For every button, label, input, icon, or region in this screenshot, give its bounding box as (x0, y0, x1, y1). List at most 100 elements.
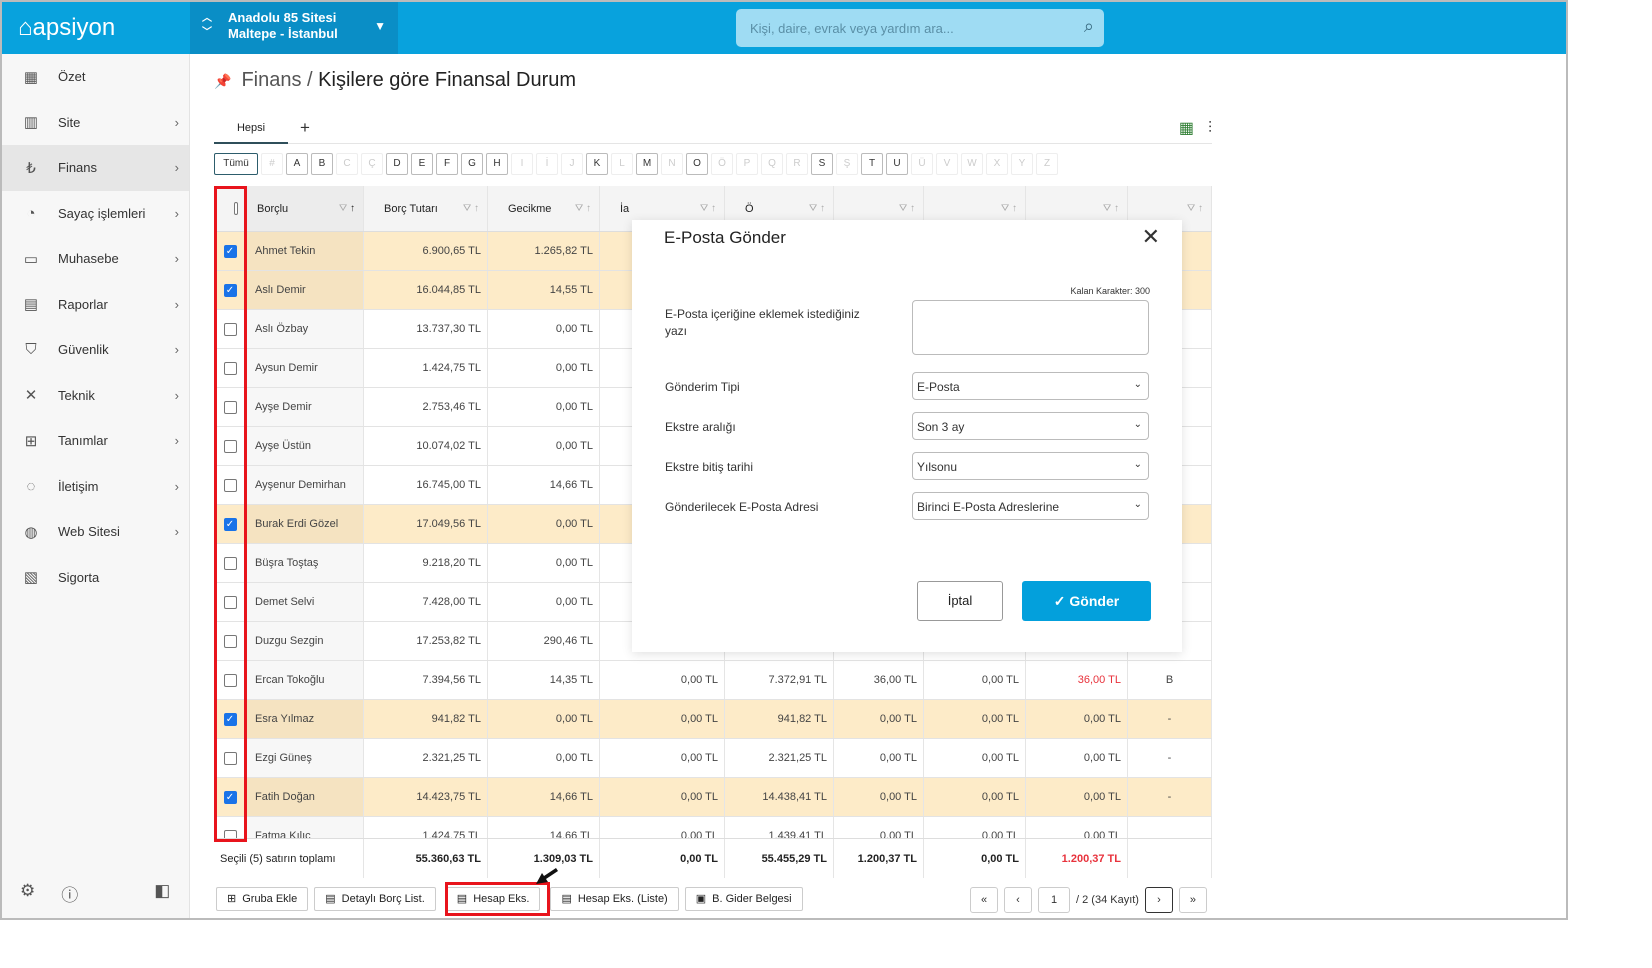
letter-filter-button[interactable]: U (886, 153, 908, 175)
column-header[interactable]: Borçlu ⛛ ↑ (247, 186, 364, 231)
prev-page-button[interactable]: ‹ (1004, 887, 1032, 913)
sidebar-item-6[interactable]: ⛉ Güvenlik › (2, 327, 189, 373)
table-row[interactable]: Ezgi Güneş 2.321,25 TL 0,00 TL 0,00 TL 2.3… (214, 739, 1212, 778)
sidebar-item-8[interactable]: ⊞ Tanımlar › (2, 418, 189, 464)
tab-hepsi[interactable]: Hepsi (214, 114, 288, 144)
letter-filter-button[interactable]: T (861, 153, 883, 175)
row-checkbox[interactable] (223, 400, 237, 414)
letter-filter-button[interactable]: G (461, 153, 483, 175)
letter-filter-button[interactable]: D (386, 153, 408, 175)
row-checkbox[interactable] (223, 361, 237, 375)
table-row[interactable]: ✓ Esra Yılmaz 941,82 TL 0,00 TL 0,00 TL 94… (214, 700, 1212, 739)
debtor-name[interactable]: Ayşe Üstün (247, 427, 364, 465)
info-icon[interactable]: ⓘ (61, 886, 79, 905)
table-row[interactable]: Ercan Tokoğlu 7.394,56 TL 14,35 TL 0,00 T… (214, 661, 1212, 700)
field-select[interactable]: E-Posta ⌄ (912, 372, 1149, 400)
filter-sort-icon[interactable]: ⛛ ↑ (1000, 203, 1017, 214)
filter-sort-icon[interactable]: ⛛ ↑ (338, 203, 355, 214)
row-checkbox[interactable] (223, 634, 237, 648)
table-row[interactable]: Fatma Kılıç 1.424,75 TL 14,66 TL 0,00 TL 1… (214, 817, 1212, 838)
row-checkbox[interactable] (223, 595, 237, 609)
row-checkbox[interactable] (223, 829, 237, 838)
field-select[interactable]: Son 3 ay ⌄ (912, 412, 1149, 440)
collapse-sidebar-icon[interactable]: ◧ (154, 881, 171, 900)
letter-filter-button[interactable]: B (311, 153, 333, 175)
letter-filter-button[interactable]: M (636, 153, 658, 175)
row-checkbox[interactable] (223, 322, 237, 336)
gear-icon[interactable]: ⚙ (20, 881, 36, 900)
site-selector[interactable]: ︿ ﹀ Anadolu 85 Sitesi Maltepe - İstanbul … (190, 2, 398, 54)
debtor-name[interactable]: Ayşe Demir (247, 388, 364, 426)
sidebar-item-9[interactable]: ◌ İletişim › (2, 464, 189, 510)
debtor-name[interactable]: Büşra Toştaş (247, 544, 364, 582)
row-checkbox[interactable] (223, 751, 237, 765)
column-header[interactable]: ⛛ ↑ (1026, 186, 1128, 231)
column-header[interactable]: ⛛ ↑ (1128, 186, 1212, 231)
bottom-button-3[interactable]: ▤ Hesap Eks. (Liste) (550, 887, 679, 911)
settings-sliders-icon[interactable]: ⫶ (1207, 120, 1212, 137)
row-checkbox[interactable]: ✓ (223, 712, 237, 726)
first-page-button[interactable]: « (970, 887, 998, 913)
close-icon[interactable]: ✕ (1141, 224, 1160, 249)
bottom-button-0[interactable]: ⊞ Gruba Ekle (216, 887, 309, 911)
letter-filter-button[interactable]: H (486, 153, 508, 175)
debtor-name[interactable]: Aslı Özbay (247, 310, 364, 348)
debtor-name[interactable]: Aslı Demir (247, 271, 364, 309)
column-header[interactable]: Borç Tutarı ⛛ ↑ (364, 186, 488, 231)
sidebar-item-0[interactable]: ▦ Özet (2, 54, 189, 100)
row-checkbox[interactable] (223, 478, 237, 492)
letter-filter-button[interactable]: K (586, 153, 608, 175)
send-button[interactable]: ✓ Gönder (1022, 581, 1151, 621)
search-input[interactable]: Kişi, daire, evrak veya yardım ara... ⌕ (736, 9, 1104, 47)
next-page-button[interactable]: › (1144, 887, 1173, 913)
debtor-name[interactable]: Ercan Tokoğlu (247, 661, 364, 699)
bottom-button-1[interactable]: ▤ Detaylı Borç List. (314, 887, 436, 911)
debtor-name[interactable]: Ayşenur Demirhan (247, 466, 364, 504)
last-page-button[interactable]: » (1178, 887, 1207, 913)
debtor-name[interactable]: Aysun Demir (247, 349, 364, 387)
excel-export-icon[interactable]: ▦ (1178, 120, 1194, 137)
filter-sort-icon[interactable]: ⛛ ↑ (1102, 203, 1119, 214)
filter-sort-icon[interactable]: ⛛ ↑ (699, 203, 716, 214)
column-header[interactable]: ⛛ ↑ (834, 186, 924, 231)
page-number-input[interactable]: 1 (1038, 887, 1070, 913)
filter-sort-icon[interactable]: ⛛ ↑ (898, 203, 915, 214)
row-checkbox[interactable]: ✓ (223, 517, 237, 531)
search-icon[interactable]: ⌕ (1083, 16, 1094, 36)
column-header[interactable]: İa ⛛ ↑ (600, 186, 725, 231)
field-select[interactable]: Yılsonu ⌄ (912, 452, 1149, 480)
letter-filter-button[interactable]: F (436, 153, 458, 175)
row-checkbox[interactable]: ✓ (223, 283, 237, 297)
row-checkbox[interactable] (223, 439, 237, 453)
add-tab-button[interactable]: + (300, 118, 310, 137)
select-all-checkbox[interactable] (234, 202, 238, 215)
debtor-name[interactable]: Duzgu Sezgin (247, 622, 364, 660)
sidebar-item-10[interactable]: ◍ Web Sitesi › (2, 509, 189, 555)
debtor-name[interactable]: Burak Erdi Gözel (247, 505, 364, 543)
debtor-name[interactable]: Esra Yılmaz (247, 700, 364, 738)
breadcrumb-parent[interactable]: Finans / (241, 69, 313, 91)
field-select[interactable]: Birinci E-Posta Adreslerine ⌄ (912, 492, 1149, 520)
column-header[interactable]: ⛛ ↑ (924, 186, 1026, 231)
sidebar-item-11[interactable]: ▧ Sigorta (2, 555, 189, 601)
pin-icon[interactable]: 📌 (214, 73, 232, 89)
sidebar-item-5[interactable]: ▤ Raporlar › (2, 282, 189, 328)
filter-sort-icon[interactable]: ⛛ ↑ (808, 203, 825, 214)
email-text-area[interactable] (912, 300, 1149, 355)
sidebar-item-3[interactable]: ◔ Sayaç işlemleri › (2, 191, 189, 237)
debtor-name[interactable]: Fatih Doğan (247, 778, 364, 816)
letter-filter-button[interactable]: O (686, 153, 708, 175)
debtor-name[interactable]: Ezgi Güneş (247, 739, 364, 777)
row-checkbox[interactable]: ✓ (223, 244, 237, 258)
sidebar-item-4[interactable]: ▭ Muhasebe › (2, 236, 189, 282)
row-checkbox[interactable] (223, 556, 237, 570)
debtor-name[interactable]: Demet Selvi (247, 583, 364, 621)
sidebar-item-2[interactable]: ₺ Finans › (2, 145, 189, 191)
column-header[interactable]: Gecikme ⛛ ↑ (488, 186, 600, 231)
letter-filter-button[interactable]: E (411, 153, 433, 175)
table-row[interactable]: Duzgu Sezgin 17.253,82 TL 290,46 TL (214, 622, 1212, 661)
filter-sort-icon[interactable]: ⛛ ↑ (574, 203, 591, 214)
letter-filter-button[interactable]: A (286, 153, 308, 175)
row-checkbox[interactable]: ✓ (223, 790, 237, 804)
debtor-name[interactable]: Fatma Kılıç (247, 817, 364, 838)
